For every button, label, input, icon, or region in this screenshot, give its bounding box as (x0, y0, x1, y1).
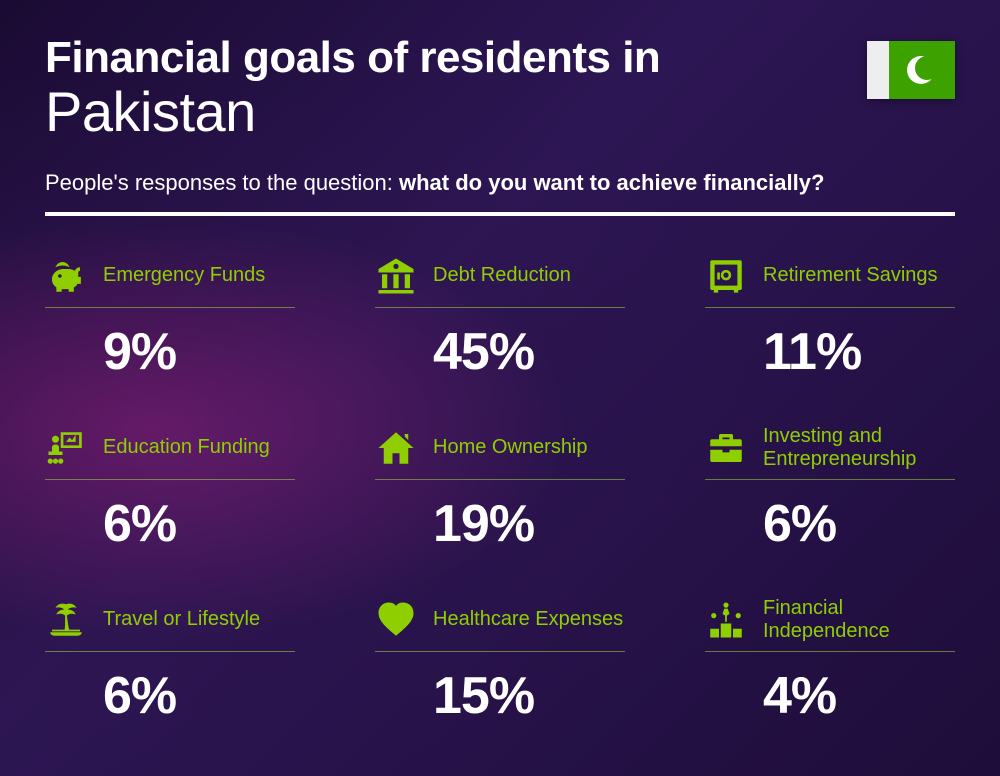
stat-item: Debt Reduction 45% (375, 252, 625, 382)
stat-item: Home Ownership 19% (375, 424, 625, 554)
header: Financial goals of residents in Pakistan… (45, 35, 955, 216)
stat-item: Financial Independence 4% (705, 596, 955, 726)
piggy-bank-icon (45, 255, 87, 297)
stat-item: Retirement Savings 11% (705, 252, 955, 382)
stat-value: 45% (375, 322, 625, 382)
stat-label: Financial Independence (763, 597, 955, 643)
stat-item: Investing and Entrepreneurship 6% (705, 424, 955, 554)
stat-value: 15% (375, 666, 625, 726)
house-icon (375, 427, 417, 469)
stat-item: Travel or Lifestyle 6% (45, 596, 295, 726)
stat-item: Healthcare Expenses 15% (375, 596, 625, 726)
briefcase-icon (705, 427, 747, 469)
stat-value: 9% (45, 322, 295, 382)
stat-label: Healthcare Expenses (433, 608, 623, 631)
stat-label: Travel or Lifestyle (103, 608, 260, 631)
stat-label: Debt Reduction (433, 264, 571, 287)
podium-icon (705, 599, 747, 641)
stat-label: Education Funding (103, 436, 270, 459)
subtitle: People's responses to the question: what… (45, 170, 955, 196)
stat-item: Education Funding 6% (45, 424, 295, 554)
stat-value: 11% (705, 322, 955, 382)
stat-value: 6% (45, 494, 295, 554)
header-divider (45, 212, 955, 216)
presentation-icon (45, 427, 87, 469)
stat-item: Emergency Funds 9% (45, 252, 295, 382)
stat-label: Investing and Entrepreneurship (763, 425, 955, 471)
bank-icon (375, 255, 417, 297)
title-country: Pakistan (45, 79, 955, 144)
title-line1: Financial goals of residents in (45, 35, 955, 81)
palm-tree-icon (45, 599, 87, 641)
stat-value: 6% (705, 494, 955, 554)
stat-value: 19% (375, 494, 625, 554)
stat-label: Retirement Savings (763, 264, 938, 287)
stat-label: Home Ownership (433, 436, 588, 459)
country-flag: ★ (867, 41, 955, 99)
stat-label: Emergency Funds (103, 264, 265, 287)
stat-value: 6% (45, 666, 295, 726)
subtitle-bold: what do you want to achieve financially? (399, 170, 824, 195)
stat-value: 4% (705, 666, 955, 726)
stats-grid: Emergency Funds 9% Debt Reduction 45% Re… (45, 252, 955, 726)
safe-icon (705, 255, 747, 297)
heart-pulse-icon (375, 599, 417, 641)
subtitle-plain: People's responses to the question: (45, 170, 399, 195)
